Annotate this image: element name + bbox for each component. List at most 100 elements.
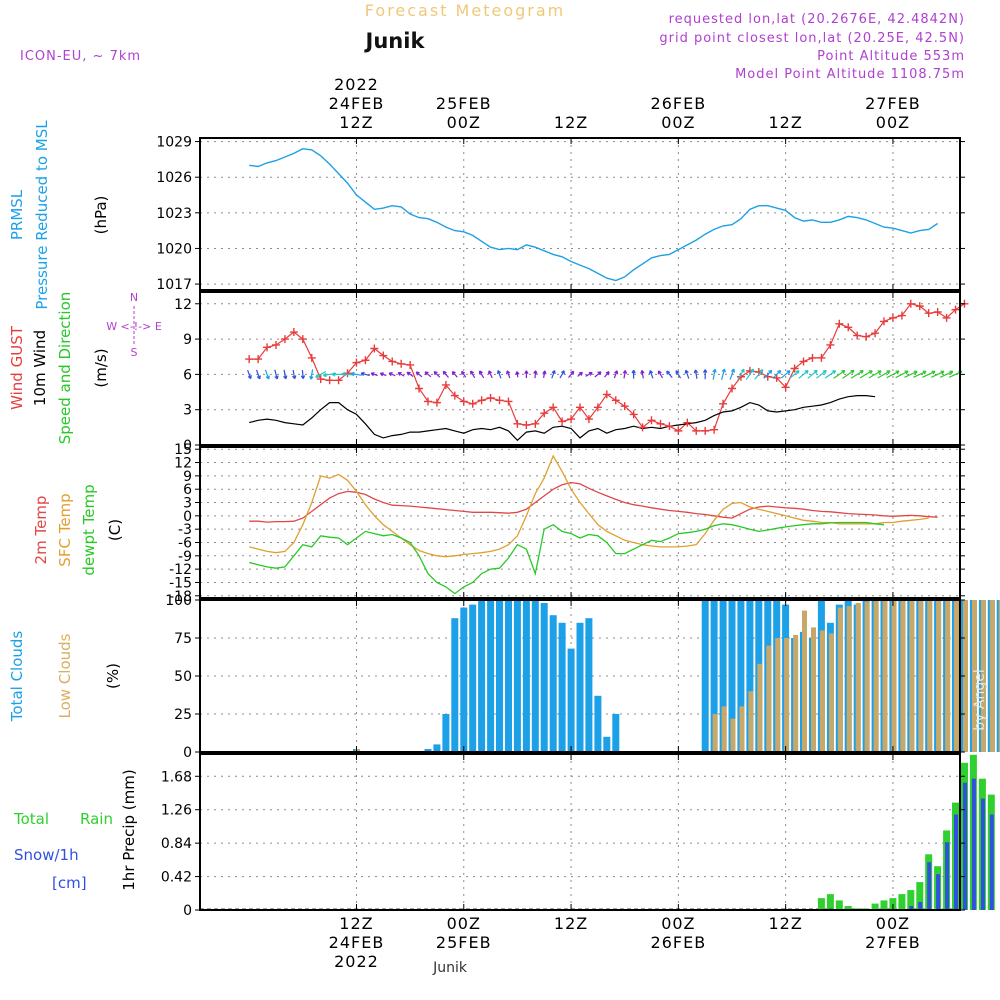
snow-bar [918,902,923,910]
wind-direction-arrow [497,370,502,379]
bars-layer [200,600,1000,910]
total-rain-label-rain: Rain [80,810,113,828]
wind-direction-arrow [379,372,387,377]
compass-south: S [131,346,138,359]
wind-direction-arrow [350,371,362,377]
wind-gust-marker [298,335,307,344]
wind-direction-arrow [649,370,654,379]
wind-direction-arrow [702,369,708,380]
total-cloud-bar [469,604,477,752]
snow-label: Snow/1h [14,846,79,864]
wind-gust-marker [790,364,799,373]
temp-unit: (C) [106,519,124,541]
total-cloud-bar [505,600,512,752]
snow-bar [971,778,976,910]
snow-bar [954,814,958,910]
wind-gust-marker [799,357,808,366]
low-cloud-bar [846,606,852,752]
low-cloud-bar [739,706,745,752]
temp-frame [199,446,961,599]
snow-bar [936,874,941,910]
ticks-layer: 1017102010231026102903691215129630-3-6-9… [156,135,965,919]
wind-direction-arrow [613,370,619,379]
wind-direction-arrow [515,371,520,378]
bottom-time-label: 12Z [554,914,588,933]
pressure-ytick-label: 1020 [156,241,192,257]
wind-gust-marker [817,353,826,362]
wind-gust-marker [728,384,736,393]
total-cloud-bar [549,615,557,752]
pressure-frame [199,137,961,291]
wind-direction-arrow [433,371,441,378]
wind-gust-label: Wind GUST [8,325,26,410]
wind-gust-marker [576,403,584,412]
wind-gust-marker [415,384,424,393]
dewpt-line [249,521,885,595]
point-altitude: Point Altitude 553m [817,49,965,64]
precip-panel-labels: Total Rain Snow/1h [cm] 1hr Precip (mm) [13,769,138,892]
wind-direction-arrow [913,370,927,378]
wind-direction-arrow [406,371,414,377]
low-cloud-bar [971,600,977,752]
wind-gust-marker [334,376,343,385]
total-cloud-bar [531,600,539,752]
total-cloud-bar [424,749,432,752]
wind-direction-arrow [798,369,809,379]
wind-direction-arrow [461,370,467,378]
low-cloud-bar [945,600,951,752]
total-cloud-bar [996,600,1000,752]
snow-bar [909,906,914,910]
wind-gust-marker [531,419,540,428]
rain-bar [871,903,879,910]
snow-bar [989,814,994,910]
wind-direction-arrow [904,370,918,378]
snow-bar [963,782,967,910]
requested-coords: requested lon,lat (20.2676E, 42.4842N) [669,12,965,27]
top-time-label: 12Z [768,113,802,132]
wind-gust-marker [906,299,915,308]
wind-direction-arrow [300,369,306,380]
wind-direction-arrow [842,369,855,379]
top-time-label: 00Z [876,113,910,132]
low-cloud-bar [712,714,718,752]
snow-unit: [cm] [52,874,87,892]
wind-direction-arrow [470,370,476,379]
wind-direction-arrow [559,370,565,379]
wind-gust-marker [549,403,558,412]
wind-direction-arrow [577,371,583,377]
wind-direction-arrow [283,369,288,380]
temp-panel-labels: 2m Temp SFC Temp dewpt Temp (C) [32,484,124,575]
wind-gust-marker [325,376,334,385]
total-cloud-bar [719,600,727,752]
pressure-panel-labels: PRMSL Pressure Reduced to MSL (hPa) [8,120,110,310]
wind-gust-marker [772,373,781,382]
low-cloud-bar [837,607,843,752]
wind-gust-marker [459,397,468,406]
top-time-label: 24FEB [329,94,385,113]
precip-ytick-label: 0.42 [161,870,192,886]
low-cloud-bar [918,600,924,752]
top-time-label: 25FEB [436,94,492,113]
cloud-ytick-label: 75 [174,631,192,647]
wind-gust-marker [665,422,674,431]
bottom-time-label: 00Z [876,914,910,933]
wind-gust-marker [316,375,325,384]
total-cloud-bar [496,600,503,752]
low-cloud-bar [802,610,807,752]
wind-ytick-label: 6 [183,367,192,383]
low-cloud-bar [998,600,1000,752]
total-cloud-bar [558,622,566,752]
low-clouds-label: Low Clouds [56,633,74,718]
rain-bar [880,900,888,910]
wind-ytick-label: 3 [183,403,192,419]
low-cloud-bar [811,627,816,752]
bottom-time-label: 12Z [339,914,373,933]
wind-direction-arrow [939,370,954,378]
wind-direction-arrow [568,370,575,378]
total-cloud-bar [612,714,620,752]
wind-direction-arrow [684,369,690,379]
wind-gust-marker [880,317,888,326]
wind-direction-arrow [542,370,547,379]
